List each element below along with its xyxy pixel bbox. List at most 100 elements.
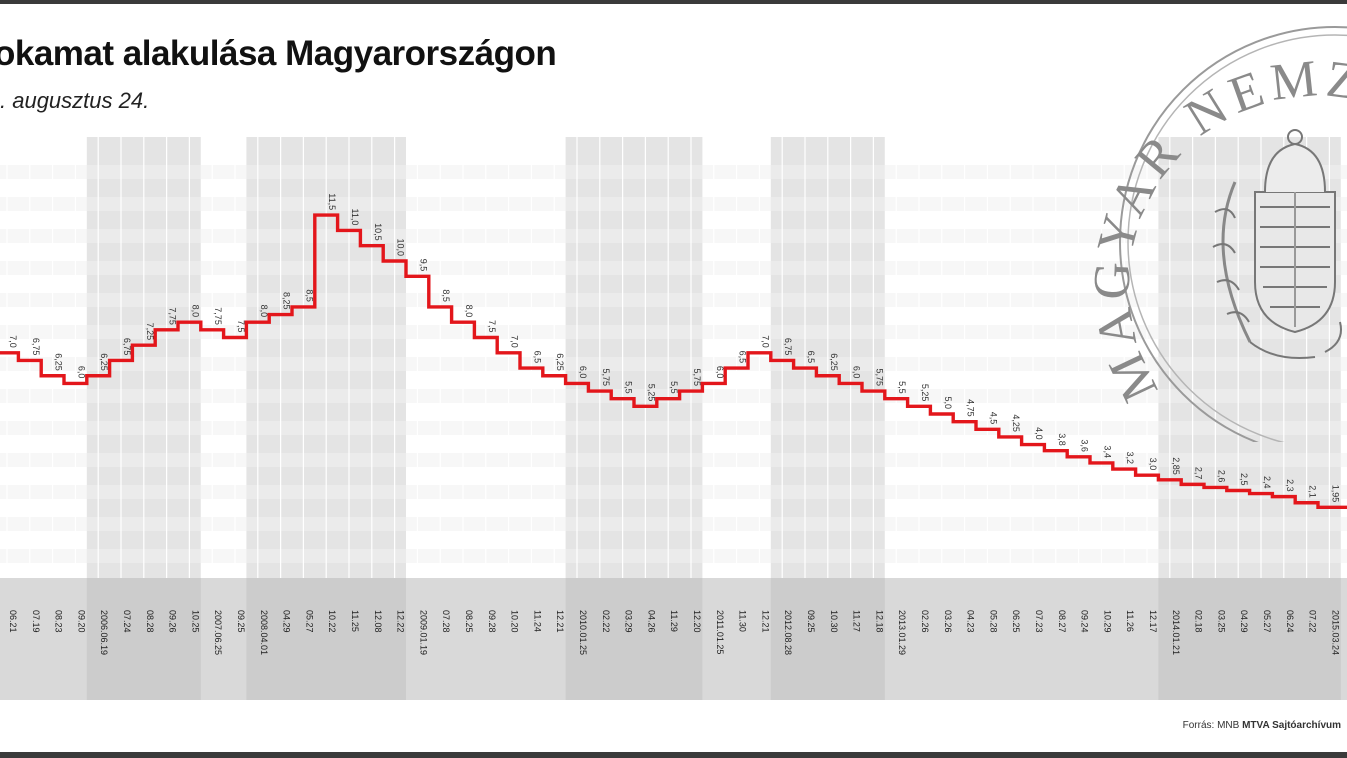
x-tick-label: 03.29	[624, 610, 634, 633]
x-tick-label: 12.08	[373, 610, 383, 633]
data-label: 5,5	[624, 381, 634, 394]
data-label: 2,4	[1262, 476, 1272, 489]
data-label: 10,5	[373, 223, 383, 241]
data-label: 6,25	[555, 353, 565, 371]
data-label: 7,0	[8, 335, 18, 348]
x-tick-label: 08.23	[54, 610, 64, 633]
data-label: 9,5	[418, 259, 428, 272]
x-tick-label: 2008.04.01	[259, 610, 269, 655]
source-prefix: Forrás: MNB	[1182, 720, 1243, 731]
x-tick-label: 2013.01.29	[897, 610, 907, 655]
x-tick-label: 02.22	[601, 610, 611, 633]
x-tick-label: 2006.06.19	[99, 610, 109, 655]
x-tick-label: 08.27	[1057, 610, 1067, 633]
x-tick-label: 02.18	[1194, 610, 1204, 633]
data-label: 6,75	[31, 338, 41, 356]
data-label: 5,0	[943, 396, 953, 409]
x-tick-label: 07.22	[1308, 610, 1318, 633]
data-label: 6,5	[532, 351, 542, 364]
coat-of-arms-icon	[1212, 129, 1342, 359]
grid-stripe	[0, 453, 1347, 467]
x-tick-label: 05.27	[304, 610, 314, 633]
x-tick-label: 06.25	[1011, 610, 1021, 633]
data-label: 1,95	[1330, 485, 1340, 503]
x-tick-label: 06.21	[8, 610, 18, 633]
data-label: 11,0	[350, 209, 360, 226]
data-label: 2,7	[1194, 467, 1204, 480]
grid-stripe	[0, 485, 1347, 499]
data-label: 4,25	[1011, 414, 1021, 432]
x-tick-label: 10.29	[1102, 610, 1112, 633]
x-tick-label: 11.25	[350, 610, 360, 632]
data-label: 5,5	[669, 381, 679, 394]
x-tick-label: 10.20	[510, 610, 520, 633]
data-label: 8,5	[304, 289, 314, 302]
x-tick-label: 12.20	[692, 610, 702, 633]
data-label: 6,25	[99, 353, 109, 371]
data-label: 8,5	[441, 289, 451, 302]
seal-outer-ring	[1119, 26, 1347, 442]
x-tick-label: 07.28	[441, 610, 451, 633]
data-label: 5,25	[920, 384, 930, 402]
x-tick-label: 10.25	[190, 610, 200, 633]
data-label: 7,5	[236, 320, 246, 333]
x-tick-label: 07.24	[122, 610, 132, 633]
chart-title: okamat alakulása Magyarországon	[0, 34, 557, 73]
mnb-seal-watermark: MAGYAR NEMZETI BANK	[1085, 22, 1347, 442]
data-label: 10,0	[396, 238, 406, 256]
data-label: 4,0	[1034, 427, 1044, 440]
data-label: 8,0	[259, 305, 269, 318]
x-tick-label: 11.24	[532, 610, 542, 632]
data-label: 6,0	[715, 366, 725, 379]
data-label: 6,0	[852, 366, 862, 379]
x-tick-label: 07.23	[1034, 610, 1044, 633]
x-tick-label: 2010.01.25	[578, 610, 588, 655]
x-tick-label: 04.29	[1239, 610, 1249, 633]
x-tick-label: 08.25	[464, 610, 474, 633]
data-label: 7,0	[510, 335, 520, 348]
x-tick-label: 12.17	[1148, 610, 1158, 633]
data-label: 8,0	[464, 305, 474, 318]
data-label: 6,25	[829, 353, 839, 371]
x-tick-label: 09.25	[806, 610, 816, 633]
x-tick-label: 2012.08.28	[783, 610, 793, 655]
data-label: 5,5	[897, 381, 907, 394]
x-tick-label: 10.22	[327, 610, 337, 633]
data-label: 4,5	[988, 412, 998, 425]
data-label: 5,75	[601, 369, 611, 387]
x-tick-label: 12.21	[760, 610, 770, 633]
data-label: 8,0	[190, 305, 200, 318]
axis-year-band	[565, 578, 703, 700]
data-label: 6,0	[76, 366, 86, 379]
x-tick-label: 07.19	[31, 610, 41, 633]
axis-year-band	[86, 578, 201, 700]
data-label: 3,2	[1125, 452, 1135, 465]
source-name: MTVA Sajtóarchívum	[1242, 720, 1341, 731]
axis-year-band	[246, 578, 406, 700]
data-label: 11,5	[327, 193, 337, 210]
seal-inner-ring	[1127, 34, 1347, 442]
source-note: Forrás: MNB MTVA Sajtóarchívum	[1183, 720, 1341, 731]
x-tick-label: 09.24	[1080, 610, 1090, 633]
x-tick-label: 11.27	[852, 610, 862, 632]
data-label: 7,5	[487, 320, 497, 333]
x-tick-label: 10.30	[829, 610, 839, 633]
x-tick-label: 2015.03.24	[1330, 610, 1340, 655]
data-label: 6,5	[806, 351, 816, 364]
x-tick-label: 06.24	[1285, 610, 1295, 633]
bottom-border	[0, 752, 1347, 758]
data-label: 2,3	[1285, 479, 1295, 492]
data-label: 7,0	[760, 335, 770, 348]
x-tick-label: 12.21	[555, 610, 565, 633]
data-label: 8,25	[282, 292, 292, 310]
data-label: 2,1	[1308, 485, 1318, 498]
data-label: 6,75	[122, 338, 132, 356]
x-tick-label: 09.20	[76, 610, 86, 633]
x-tick-label: 02.26	[920, 610, 930, 633]
x-tick-label: 2009.01.19	[418, 610, 428, 655]
x-tick-label: 12.18	[874, 610, 884, 633]
axis-year-band	[1158, 578, 1341, 700]
policy-rate-step-line	[0, 213, 1347, 510]
x-tick-label: 11.29	[669, 610, 679, 632]
x-tick-label: 2007.06.25	[213, 610, 223, 655]
